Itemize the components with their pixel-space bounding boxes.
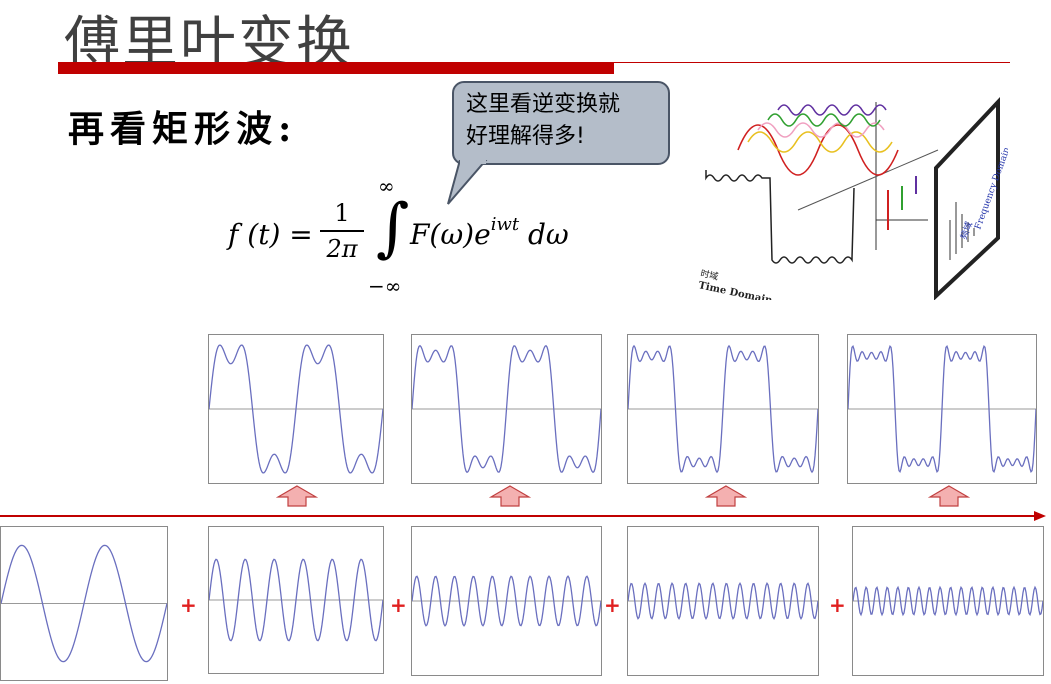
harmonic-curve: [627, 581, 819, 621]
partial-sum-wave-4: [847, 344, 1037, 474]
plus-sign: +: [604, 593, 621, 617]
partial-sum-curve: [411, 344, 602, 474]
component-wave-1: [0, 544, 168, 663]
integrand-text: F(ω)e: [410, 218, 491, 251]
component-panel-2: [208, 526, 384, 674]
harmonic-curve: [852, 585, 1044, 617]
component-panel-5: [852, 526, 1044, 676]
partial-sum-panel-3: [627, 334, 819, 484]
component-wave-2: [208, 558, 384, 642]
component-wave-4: [627, 581, 819, 621]
component-panel-1: [0, 526, 168, 681]
timeline-arrow: [0, 511, 1046, 521]
partial-sum-curve: [627, 344, 819, 474]
callout-line-2: 好理解得多!: [466, 124, 585, 149]
callout-line-1: 这里看逆变换就: [466, 92, 621, 117]
integral-sign-icon: ∫: [376, 191, 410, 265]
component-wave-3: [411, 575, 602, 627]
formula-fraction: 1 2π: [320, 198, 364, 264]
time-domain-cn-label: 时域: [699, 267, 719, 282]
integrand-differential: dω: [528, 218, 569, 251]
partial-sum-panel-4: [847, 334, 1037, 484]
slide-subtitle: 再看矩形波:: [68, 108, 298, 150]
title-underline-bar: [58, 62, 614, 74]
harmonic-curve: [0, 544, 168, 663]
partial-sum-curve: [208, 344, 384, 474]
partial-sum-wave-3: [627, 344, 819, 474]
integrand-exponent: iwt: [490, 214, 520, 235]
up-arrow-icon: [705, 485, 747, 507]
callout-tail: [447, 160, 488, 205]
plus-sign: +: [180, 593, 197, 617]
formula-denominator: 2π: [326, 235, 358, 263]
partial-sum-panel-2: [411, 334, 602, 484]
harmonic-curve: [208, 558, 384, 642]
formula-lhs: f (t) =: [228, 218, 313, 251]
partial-sum-wave-2: [411, 344, 602, 474]
plus-sign: +: [829, 593, 846, 617]
integral-upper-limit: ∞: [378, 174, 395, 198]
component-wave-5: [852, 585, 1044, 617]
partial-sum-curve: [847, 344, 1037, 474]
formula-integrand: F(ω)eiwt dω: [410, 214, 569, 251]
integral-lower-limit: −∞: [368, 274, 402, 298]
component-panel-3: [411, 526, 602, 676]
time-domain-label: Time Domain: [697, 280, 773, 300]
up-arrow-icon: [489, 485, 531, 507]
fraction-bar: [320, 230, 364, 232]
callout-bubble: 这里看逆变换就 好理解得多!: [452, 81, 670, 165]
title-underline-line: [614, 62, 1010, 63]
time-frequency-domain-illustration: Frequency Domain 频域 时域 Time Domain: [697, 96, 1008, 300]
plus-sign: +: [390, 593, 407, 617]
component-panel-4: [627, 526, 819, 676]
partial-sum-panel-1: [208, 334, 384, 484]
up-arrow-icon: [276, 485, 318, 507]
inverse-fourier-formula: f (t) = 1 2π ∞ ∫ −∞ F(ω)eiwt dω: [228, 174, 588, 300]
partial-sum-wave-1: [208, 344, 384, 474]
up-arrow-icon: [928, 485, 970, 507]
harmonic-curve: [411, 575, 602, 627]
formula-numerator: 1: [334, 199, 350, 227]
